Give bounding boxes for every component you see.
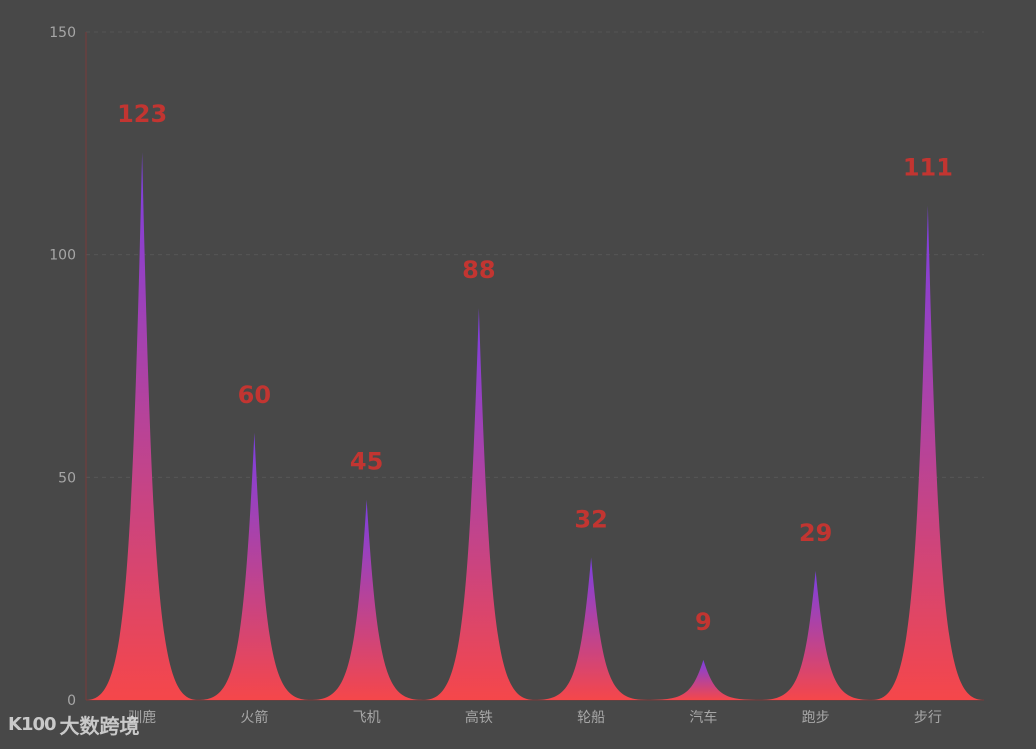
- bar-飞机: [310, 499, 423, 700]
- x-tick-label-跑步: 跑步: [802, 710, 830, 726]
- x-tick-label-高铁: 高铁: [465, 709, 493, 726]
- watermark: K100 大数跨境: [8, 710, 140, 738]
- data-label-汽车: 9: [695, 608, 712, 636]
- x-tick-label-汽车: 汽车: [689, 709, 717, 726]
- x-tick-label-火箭: 火箭: [240, 709, 268, 726]
- data-label-驯鹿: 123: [117, 100, 167, 128]
- bars: [86, 152, 984, 701]
- bar-驯鹿: [86, 152, 199, 701]
- y-tick-label: 0: [67, 693, 76, 709]
- bar-火箭: [198, 432, 311, 700]
- x-tick-label-飞机: 飞机: [353, 710, 381, 726]
- x-tick-label-驯鹿: 驯鹿: [128, 709, 156, 726]
- y-tick-label: 100: [49, 248, 76, 264]
- data-label-轮船: 32: [574, 505, 607, 533]
- data-label-步行: 111: [903, 154, 953, 182]
- data-label-飞机: 45: [350, 448, 383, 476]
- bar-汽车: [647, 659, 760, 700]
- bar-跑步: [759, 570, 872, 700]
- axes: 0 50 100 150 驯鹿 火箭 飞机 高铁 轮船 汽车 跑步 步行: [49, 25, 984, 726]
- watermark-logo: K100: [8, 713, 57, 735]
- data-label-跑步: 29: [799, 519, 832, 547]
- y-tick-label: 150: [49, 25, 76, 41]
- bar-高铁: [422, 308, 535, 700]
- bar-轮船: [535, 557, 648, 700]
- watermark-text: 大数跨境: [59, 713, 140, 738]
- x-tick-label-步行: 步行: [914, 710, 942, 726]
- bar-步行: [871, 205, 984, 700]
- grid-lines: [86, 31, 984, 478]
- data-label-火箭: 60: [238, 381, 271, 409]
- data-label-高铁: 88: [462, 256, 495, 284]
- x-tick-label-轮船: 轮船: [577, 710, 605, 726]
- data-labels: 123 60 45 88 32 9 29 111: [117, 100, 953, 636]
- y-tick-label: 50: [58, 470, 76, 486]
